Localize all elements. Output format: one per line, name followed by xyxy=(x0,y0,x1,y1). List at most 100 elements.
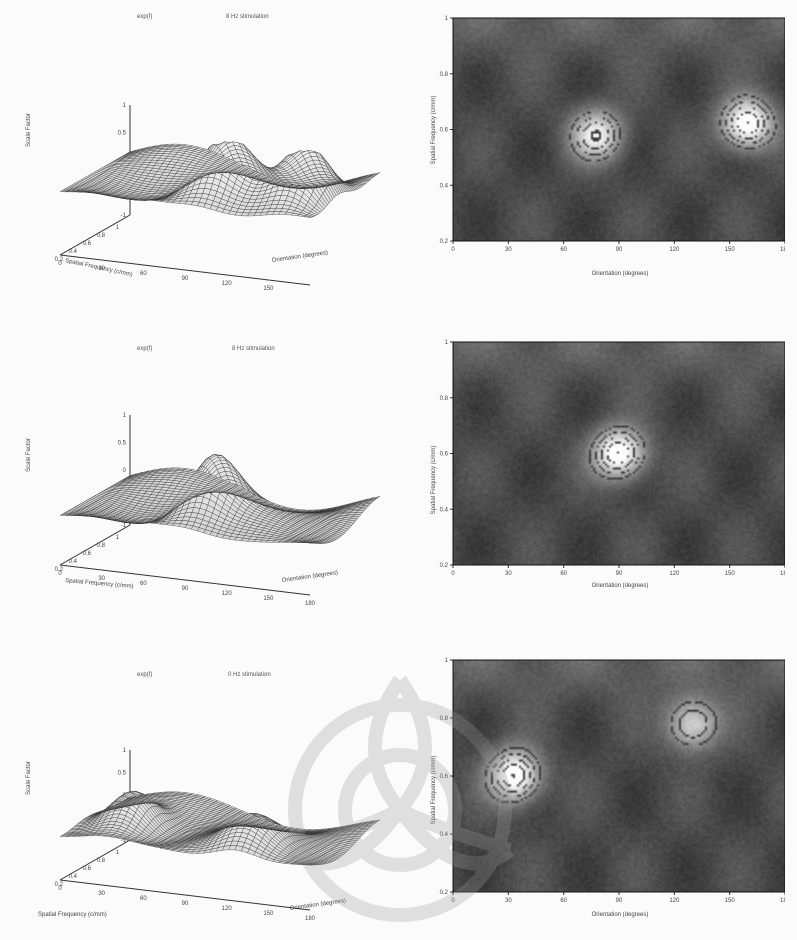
x-tick-label: 30 xyxy=(505,247,512,253)
y-tick-label: 0.6 xyxy=(440,452,449,458)
z-tick-label: -1 xyxy=(121,213,127,219)
z-tick-label: -1 xyxy=(121,523,127,529)
x-tick-label: 120 xyxy=(669,898,680,904)
z-tick-label: 1 xyxy=(123,413,127,419)
x-tick-label: 90 xyxy=(616,571,623,577)
y-tick-label: 0.8 xyxy=(440,716,449,722)
y-tick-label: 1 xyxy=(445,658,449,664)
sf-tick-label: 0.6 xyxy=(83,241,92,247)
or-tick-label: 150 xyxy=(263,596,274,602)
y-tick-label: 0.4 xyxy=(440,507,449,513)
z-axis-label: Scale Factor xyxy=(26,761,32,795)
y-tick-label: 1 xyxy=(445,16,449,22)
or-tick-label: 90 xyxy=(182,901,189,907)
x-tick-label: 90 xyxy=(616,898,623,904)
sf-tick-label: 0.8 xyxy=(97,543,106,549)
or-tick-label: 150 xyxy=(263,286,274,290)
or-tick-label: 30 xyxy=(98,266,105,272)
x-tick-label: 60 xyxy=(560,571,567,577)
y-tick-label: 0.8 xyxy=(440,396,449,402)
x-tick-label: 30 xyxy=(505,898,512,904)
x-axis-label: Orientation (degrees) xyxy=(592,583,649,589)
x-tick-label: 150 xyxy=(725,898,736,904)
or-tick-label: 90 xyxy=(182,276,189,282)
z-tick-label: 0.5 xyxy=(118,441,127,447)
x-tick-label: 30 xyxy=(505,571,512,577)
or-tick-label: 180 xyxy=(305,601,316,607)
surface-mesh-cell xyxy=(360,182,368,183)
or-tick-label: 180 xyxy=(305,916,316,920)
sf-tick-label: 0.4 xyxy=(69,874,78,880)
y-tick-label: 0.8 xyxy=(440,72,449,78)
x-tick-label: 120 xyxy=(669,571,680,577)
x-tick-label: 60 xyxy=(560,898,567,904)
or-tick-label: 30 xyxy=(98,891,105,897)
sf-tick-label: 0.8 xyxy=(97,858,106,864)
x-axis-label: Orientation (degrees) xyxy=(592,912,649,918)
sf-tick-label: 0.6 xyxy=(83,866,92,872)
surface-mesh-cell xyxy=(356,833,364,835)
y-axis-label: Spatial Frequency (c/mm) xyxy=(431,756,437,825)
x-tick-label: 150 xyxy=(725,247,736,253)
or-tick-label: 120 xyxy=(222,906,233,912)
sf-tick-label: 0.6 xyxy=(83,551,92,557)
or-tick-label: 30 xyxy=(98,576,105,582)
z-tick-label: 0 xyxy=(123,468,127,474)
y-axis-label: Spatial Frequency (c/mm) xyxy=(431,446,437,515)
heatmap-image xyxy=(453,660,785,892)
x-tick-label: 0 xyxy=(451,898,455,904)
x-tick-label: 60 xyxy=(560,247,567,253)
z-tick-label: 0.5 xyxy=(118,131,127,137)
contour-plot: Spatial Frequency (c/mm) Orientation (de… xyxy=(425,320,785,610)
or-tick-label: 60 xyxy=(140,581,147,587)
y-tick-label: 0.4 xyxy=(440,832,449,838)
or-axis-label: Orientation (degrees) xyxy=(281,570,338,584)
y-tick-label: 1 xyxy=(445,340,449,346)
z-axis-label: Scale Factor xyxy=(26,113,32,147)
y-tick-label: 0.6 xyxy=(440,128,449,134)
sf-tick-label: 0.8 xyxy=(97,233,106,239)
or-tick-label: 60 xyxy=(140,271,147,277)
surface-plot: Scale Factor Spatial Frequency (c/mm) Or… xyxy=(0,0,420,290)
y-tick-label: 0.2 xyxy=(440,239,449,245)
figure-row-1: exp(f) 8 Hz stimulation Scale Factor Spa… xyxy=(0,0,797,300)
or-tick-label: 120 xyxy=(222,591,233,597)
y-axis-label: Spatial Frequency (c/mm) xyxy=(431,96,437,165)
sf-axis-label: Spatial Frequency (c/mm) xyxy=(38,912,107,918)
figure-row-2: exp(f) 8 Hz stimulation Scale Factor Spa… xyxy=(0,320,797,620)
heatmap-image xyxy=(453,18,785,241)
contour-plot: Spatial Frequency (c/mm) Orientation (de… xyxy=(425,0,785,290)
y-tick-label: 0.2 xyxy=(440,890,449,896)
sf-tick-label: 1 xyxy=(116,535,120,541)
figure-row-3: exp(f) 0 Hz stimulation Scale Factor Spa… xyxy=(0,640,797,920)
x-tick-label: 180 xyxy=(780,898,785,904)
x-tick-label: 180 xyxy=(780,571,785,577)
z-axis-label: Scale Factor xyxy=(26,438,32,472)
or-axis-label: Orientation (degrees) xyxy=(271,250,328,264)
surface-plot: Scale Factor Spatial Frequency (c/mm) Or… xyxy=(0,640,420,920)
or-tick-label: 90 xyxy=(182,586,189,592)
x-tick-label: 0 xyxy=(451,571,455,577)
contour-plot: Spatial Frequency (c/mm) Orientation (de… xyxy=(425,640,785,920)
sf-tick-label: 1 xyxy=(116,225,120,231)
x-tick-label: 180 xyxy=(780,247,785,253)
sf-tick-label: 1 xyxy=(116,850,120,856)
surface-plot: Scale Factor Spatial Frequency (c/mm) Or… xyxy=(0,320,420,610)
or-tick-label: 60 xyxy=(140,896,147,902)
sf-tick-label: 0.4 xyxy=(69,559,78,565)
or-axis-label: Orientation (degrees) xyxy=(289,898,346,912)
heatmap-image xyxy=(453,342,785,565)
or-tick-label: 120 xyxy=(222,281,233,287)
y-tick-label: 0.6 xyxy=(440,774,449,780)
x-tick-label: 120 xyxy=(669,247,680,253)
surface-mesh-cell xyxy=(355,513,363,515)
y-tick-label: 0.2 xyxy=(440,563,449,569)
or-tick-label: 150 xyxy=(263,911,274,917)
x-tick-label: 0 xyxy=(451,247,455,253)
z-tick-label: 1 xyxy=(123,748,127,754)
z-tick-label: 1 xyxy=(123,103,127,109)
x-tick-label: 90 xyxy=(616,247,623,253)
sf-tick-label: 0.4 xyxy=(69,249,78,255)
x-axis-label: Orientation (degrees) xyxy=(592,271,649,277)
y-tick-label: 0.4 xyxy=(440,183,449,189)
